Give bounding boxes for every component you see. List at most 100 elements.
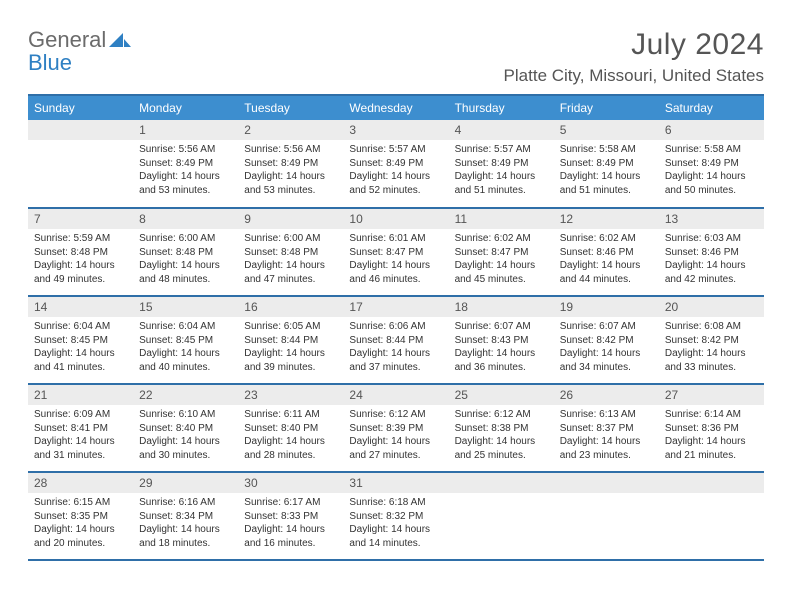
sunrise-text: Sunrise: 6:10 AM [139,408,232,422]
day-number: 10 [343,209,448,229]
calendar-cell: 26Sunrise: 6:13 AMSunset: 8:37 PMDayligh… [554,384,659,472]
sunrise-text: Sunrise: 6:08 AM [665,320,758,334]
sunrise-text: Sunrise: 6:14 AM [665,408,758,422]
calendar-cell [659,472,764,560]
day-number: 12 [554,209,659,229]
day-detail: Sunrise: 6:05 AMSunset: 8:44 PMDaylight:… [238,317,343,378]
sunrise-text: Sunrise: 6:03 AM [665,232,758,246]
day-number: 11 [449,209,554,229]
day-detail: Sunrise: 6:02 AMSunset: 8:47 PMDaylight:… [449,229,554,290]
day-number: 6 [659,120,764,140]
day-number-empty [449,473,554,493]
brand-word1: General [28,27,106,52]
logo-sail-icon [109,28,131,51]
location-label: Platte City, Missouri, United States [504,66,764,86]
daylight-text: Daylight: 14 hours and 52 minutes. [349,170,442,197]
day-detail: Sunrise: 6:18 AMSunset: 8:32 PMDaylight:… [343,493,448,554]
day-number: 5 [554,120,659,140]
day-number: 24 [343,385,448,405]
calendar-week-row: 28Sunrise: 6:15 AMSunset: 8:35 PMDayligh… [28,472,764,560]
day-number: 29 [133,473,238,493]
calendar-cell: 21Sunrise: 6:09 AMSunset: 8:41 PMDayligh… [28,384,133,472]
calendar-week-row: 21Sunrise: 6:09 AMSunset: 8:41 PMDayligh… [28,384,764,472]
daylight-text: Daylight: 14 hours and 33 minutes. [665,347,758,374]
sunset-text: Sunset: 8:47 PM [455,246,548,260]
daylight-text: Daylight: 14 hours and 27 minutes. [349,435,442,462]
sunset-text: Sunset: 8:49 PM [560,157,653,171]
day-detail: Sunrise: 6:03 AMSunset: 8:46 PMDaylight:… [659,229,764,290]
day-number: 2 [238,120,343,140]
calendar-cell: 17Sunrise: 6:06 AMSunset: 8:44 PMDayligh… [343,296,448,384]
calendar-cell: 24Sunrise: 6:12 AMSunset: 8:39 PMDayligh… [343,384,448,472]
sunset-text: Sunset: 8:35 PM [34,510,127,524]
sunrise-text: Sunrise: 5:58 AM [560,143,653,157]
sunrise-text: Sunrise: 6:18 AM [349,496,442,510]
day-number: 14 [28,297,133,317]
daylight-text: Daylight: 14 hours and 45 minutes. [455,259,548,286]
calendar-cell: 30Sunrise: 6:17 AMSunset: 8:33 PMDayligh… [238,472,343,560]
daylight-text: Daylight: 14 hours and 40 minutes. [139,347,232,374]
sunrise-text: Sunrise: 5:56 AM [139,143,232,157]
sunrise-text: Sunrise: 5:56 AM [244,143,337,157]
calendar-cell: 29Sunrise: 6:16 AMSunset: 8:34 PMDayligh… [133,472,238,560]
daylight-text: Daylight: 14 hours and 28 minutes. [244,435,337,462]
sunset-text: Sunset: 8:45 PM [139,334,232,348]
sunset-text: Sunset: 8:49 PM [244,157,337,171]
day-detail: Sunrise: 5:57 AMSunset: 8:49 PMDaylight:… [343,140,448,201]
day-detail: Sunrise: 5:58 AMSunset: 8:49 PMDaylight:… [554,140,659,201]
sunset-text: Sunset: 8:44 PM [349,334,442,348]
sunrise-text: Sunrise: 6:01 AM [349,232,442,246]
day-header-row: SundayMondayTuesdayWednesdayThursdayFrid… [28,95,764,120]
day-header: Tuesday [238,95,343,120]
sunset-text: Sunset: 8:48 PM [139,246,232,260]
day-number: 16 [238,297,343,317]
calendar-cell: 27Sunrise: 6:14 AMSunset: 8:36 PMDayligh… [659,384,764,472]
day-detail: Sunrise: 6:15 AMSunset: 8:35 PMDaylight:… [28,493,133,554]
day-detail: Sunrise: 5:56 AMSunset: 8:49 PMDaylight:… [238,140,343,201]
sunset-text: Sunset: 8:37 PM [560,422,653,436]
day-header: Wednesday [343,95,448,120]
calendar-cell: 31Sunrise: 6:18 AMSunset: 8:32 PMDayligh… [343,472,448,560]
sunset-text: Sunset: 8:42 PM [560,334,653,348]
calendar-cell: 11Sunrise: 6:02 AMSunset: 8:47 PMDayligh… [449,208,554,296]
daylight-text: Daylight: 14 hours and 50 minutes. [665,170,758,197]
sunrise-text: Sunrise: 6:13 AM [560,408,653,422]
day-number-empty [28,120,133,140]
day-detail: Sunrise: 5:57 AMSunset: 8:49 PMDaylight:… [449,140,554,201]
daylight-text: Daylight: 14 hours and 39 minutes. [244,347,337,374]
calendar-week-row: 14Sunrise: 6:04 AMSunset: 8:45 PMDayligh… [28,296,764,384]
day-detail: Sunrise: 6:07 AMSunset: 8:42 PMDaylight:… [554,317,659,378]
sunrise-text: Sunrise: 6:12 AM [349,408,442,422]
calendar-cell: 1Sunrise: 5:56 AMSunset: 8:49 PMDaylight… [133,120,238,208]
day-detail: Sunrise: 6:12 AMSunset: 8:39 PMDaylight:… [343,405,448,466]
sunset-text: Sunset: 8:40 PM [244,422,337,436]
day-number: 13 [659,209,764,229]
sunset-text: Sunset: 8:38 PM [455,422,548,436]
sunrise-text: Sunrise: 6:16 AM [139,496,232,510]
day-number-empty [554,473,659,493]
daylight-text: Daylight: 14 hours and 47 minutes. [244,259,337,286]
sunrise-text: Sunrise: 6:05 AM [244,320,337,334]
calendar-cell: 19Sunrise: 6:07 AMSunset: 8:42 PMDayligh… [554,296,659,384]
sunrise-text: Sunrise: 5:57 AM [349,143,442,157]
sunrise-text: Sunrise: 6:06 AM [349,320,442,334]
day-number: 25 [449,385,554,405]
daylight-text: Daylight: 14 hours and 20 minutes. [34,523,127,550]
day-number: 20 [659,297,764,317]
calendar-cell [554,472,659,560]
day-number: 3 [343,120,448,140]
calendar-cell: 16Sunrise: 6:05 AMSunset: 8:44 PMDayligh… [238,296,343,384]
sunrise-text: Sunrise: 6:02 AM [560,232,653,246]
day-number: 15 [133,297,238,317]
calendar-cell: 28Sunrise: 6:15 AMSunset: 8:35 PMDayligh… [28,472,133,560]
day-detail: Sunrise: 6:00 AMSunset: 8:48 PMDaylight:… [133,229,238,290]
day-header: Friday [554,95,659,120]
sunset-text: Sunset: 8:47 PM [349,246,442,260]
daylight-text: Daylight: 14 hours and 31 minutes. [34,435,127,462]
sunset-text: Sunset: 8:32 PM [349,510,442,524]
sunrise-text: Sunrise: 6:07 AM [560,320,653,334]
sunset-text: Sunset: 8:42 PM [665,334,758,348]
sunrise-text: Sunrise: 5:57 AM [455,143,548,157]
sunset-text: Sunset: 8:36 PM [665,422,758,436]
day-detail: Sunrise: 6:14 AMSunset: 8:36 PMDaylight:… [659,405,764,466]
